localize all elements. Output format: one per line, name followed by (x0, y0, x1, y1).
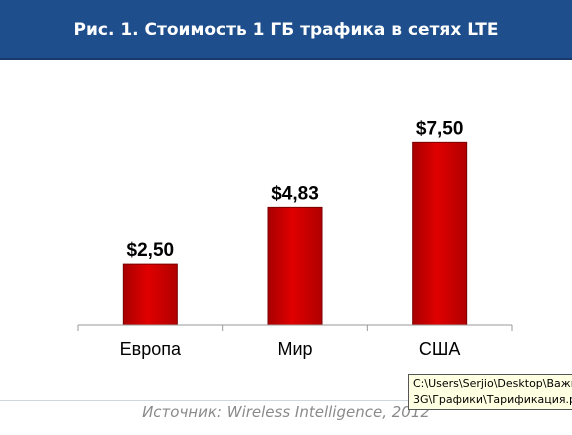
file-path-tooltip: C:\Users\Serjio\Desktop\Важн 3G\Графики\… (408, 374, 572, 410)
category-label-2: США (419, 339, 461, 359)
bar-2 (412, 141, 468, 326)
chart-title: Рис. 1. Стоимость 1 ГБ трафика в сетях L… (73, 20, 499, 40)
value-label-2: $7,50 (416, 118, 464, 139)
category-label-1: Мир (277, 339, 312, 359)
source-caption: Источник: Wireless Intelligence, 2012 (142, 403, 430, 421)
footer: Источник: Wireless Intelligence, 2012 (0, 400, 572, 435)
bar-0 (122, 263, 178, 326)
tooltip-line-1: C:\Users\Serjio\Desktop\Важн (413, 377, 572, 390)
tooltip-line-2: 3G\Графики\Тарификация.р (413, 393, 572, 406)
title-bar: Рис. 1. Стоимость 1 ГБ трафика в сетях L… (0, 0, 572, 60)
bar-1 (267, 206, 323, 326)
value-label-0: $2,50 (127, 240, 175, 261)
category-label-0: Европа (120, 339, 182, 359)
bar-chart: $2,50 Европа $4,83 Мир $7,50 США (77, 118, 513, 359)
value-label-1: $4,83 (271, 183, 319, 204)
